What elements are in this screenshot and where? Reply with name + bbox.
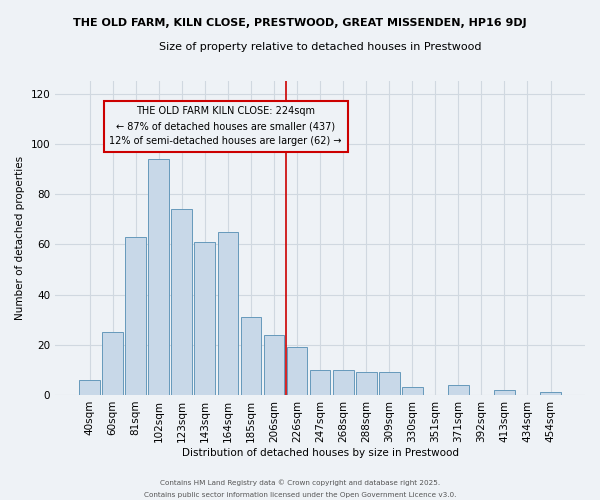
Text: THE OLD FARM, KILN CLOSE, PRESTWOOD, GREAT MISSENDEN, HP16 9DJ: THE OLD FARM, KILN CLOSE, PRESTWOOD, GRE…	[73, 18, 527, 28]
Text: Contains HM Land Registry data © Crown copyright and database right 2025.: Contains HM Land Registry data © Crown c…	[160, 480, 440, 486]
Bar	[379, 372, 400, 395]
Bar	[79, 380, 100, 395]
Bar	[125, 237, 146, 395]
Bar	[356, 372, 377, 395]
Bar	[494, 390, 515, 395]
Bar	[148, 159, 169, 395]
Y-axis label: Number of detached properties: Number of detached properties	[15, 156, 25, 320]
Text: Contains public sector information licensed under the Open Government Licence v3: Contains public sector information licen…	[144, 492, 456, 498]
Bar	[540, 392, 561, 395]
Bar	[194, 242, 215, 395]
Bar	[102, 332, 123, 395]
Bar	[333, 370, 353, 395]
X-axis label: Distribution of detached houses by size in Prestwood: Distribution of detached houses by size …	[182, 448, 458, 458]
Bar	[263, 334, 284, 395]
Bar	[218, 232, 238, 395]
Bar	[402, 388, 422, 395]
Bar	[310, 370, 331, 395]
Title: Size of property relative to detached houses in Prestwood: Size of property relative to detached ho…	[159, 42, 481, 52]
Bar	[287, 347, 307, 395]
Bar	[241, 317, 262, 395]
Bar	[448, 385, 469, 395]
Bar	[172, 209, 192, 395]
Text: THE OLD FARM KILN CLOSE: 224sqm
← 87% of detached houses are smaller (437)
12% o: THE OLD FARM KILN CLOSE: 224sqm ← 87% of…	[109, 106, 342, 146]
